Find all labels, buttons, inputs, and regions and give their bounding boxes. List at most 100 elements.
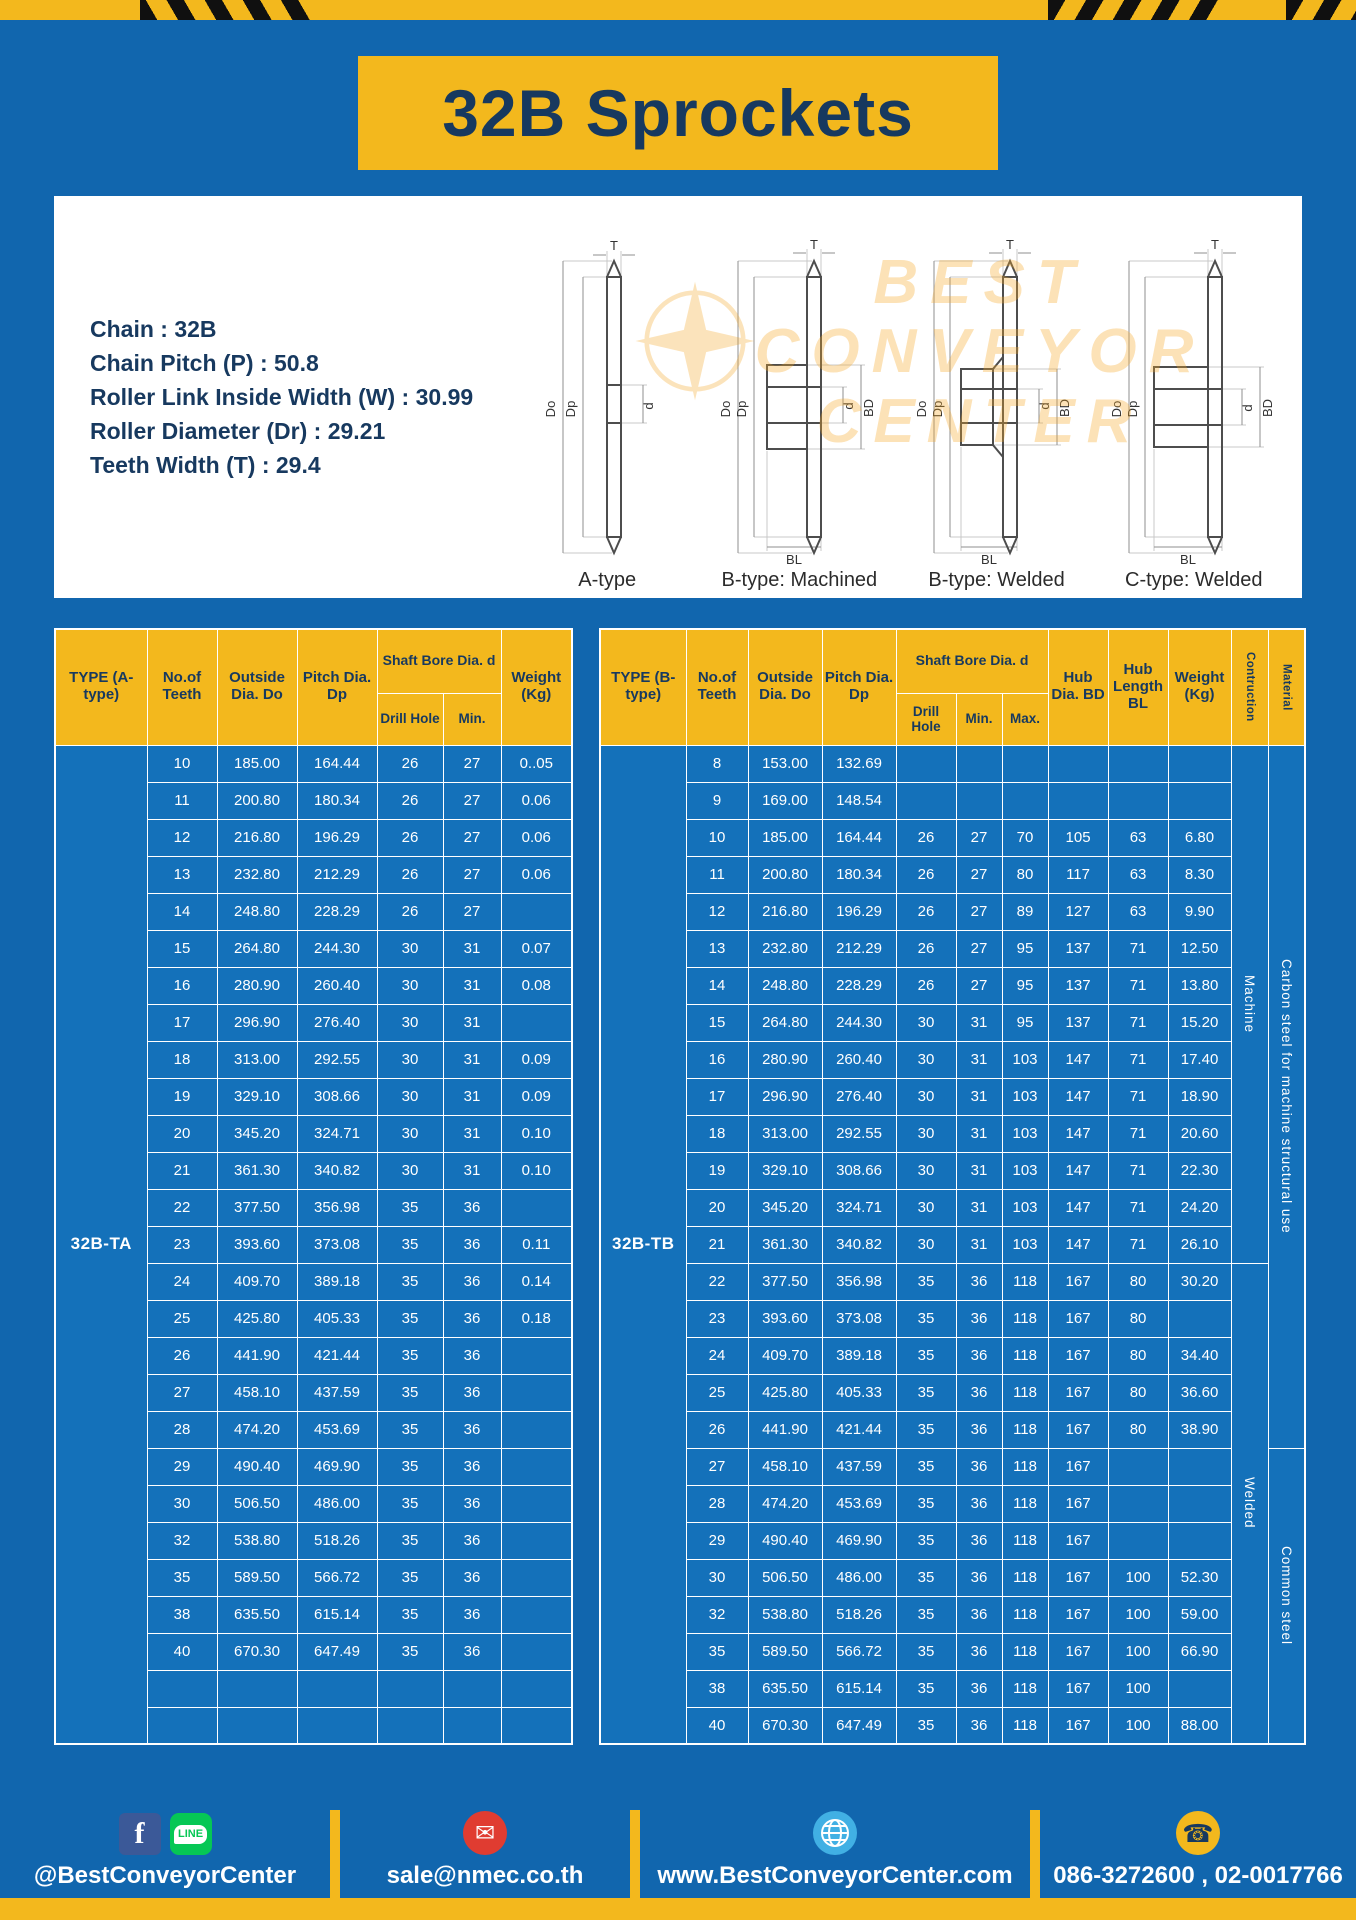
cell: 167 [1047, 1669, 1109, 1708]
b-type-welded-drawing: T Do Dp d BD BL [914, 237, 1072, 567]
cell: 13 [685, 929, 749, 968]
footer-social-section: f LINE @BestConveyorCenter [0, 1794, 330, 1898]
cell: 167 [1047, 1299, 1109, 1338]
cell: 31 [955, 1188, 1003, 1227]
phone-numbers[interactable]: 086-3272600 , 02-0017766 [1053, 1862, 1343, 1889]
spec-line-chain: Chain : 32B [90, 315, 217, 342]
cell: 185.00 [216, 744, 298, 783]
cell: 17 [146, 1003, 218, 1042]
col-header-material: Material [1267, 628, 1306, 746]
cell: 670.30 [747, 1706, 823, 1745]
cell [500, 1669, 573, 1708]
table-row: 12 216.80 196.29 26 27 0.06 [55, 818, 573, 857]
cell: 35 [685, 1632, 749, 1671]
cell: 196.29 [821, 892, 897, 931]
svg-text:Dp: Dp [1125, 401, 1140, 418]
cell: 216.80 [747, 892, 823, 931]
cell: 458.10 [216, 1373, 298, 1412]
cell: 36 [442, 1373, 502, 1412]
spec-line-teeth-width: Teeth Width (T) : 29.4 [90, 451, 321, 478]
col-header-pitch-dia: Pitch Dia. Dp [296, 628, 378, 746]
cell: 30 [376, 1040, 444, 1079]
dim-Do: Do [543, 401, 558, 418]
table-b-body: 32B-TB 8 153.00 132.69 Machine Carbon steel f… [599, 744, 1306, 1745]
cell: 35 [895, 1558, 957, 1597]
cell: 228.29 [296, 892, 378, 931]
cell: 30 [895, 1040, 957, 1079]
cell: 441.90 [216, 1336, 298, 1375]
cell: 11 [685, 855, 749, 894]
social-handle[interactable]: @BestConveyorCenter [33, 1862, 297, 1889]
cell: 31 [442, 966, 502, 1005]
cell: 26.10 [1167, 1225, 1232, 1264]
cell: 18 [146, 1040, 218, 1079]
cell: 389.18 [296, 1262, 378, 1301]
cell: 35 [376, 1484, 444, 1523]
cell: 80 [1107, 1262, 1169, 1301]
cell: 36 [442, 1188, 502, 1227]
email-icon[interactable]: ✉ [463, 1811, 507, 1855]
cell: 118 [1001, 1373, 1049, 1412]
c-type-welded-drawing: T Do Dp d BD BL [1109, 237, 1275, 567]
cell [955, 781, 1003, 820]
website-url[interactable]: www.BestConveyorCenter.com [657, 1862, 1013, 1889]
col-header-hub-length: Hub Length BL [1107, 628, 1169, 746]
cell: 80 [1107, 1410, 1169, 1449]
table-row: 28 474.20 453.69 35 36 [55, 1410, 573, 1449]
cell: 26 [895, 892, 957, 931]
cell: 71 [1107, 1114, 1169, 1153]
email-address[interactable]: sale@nmec.co.th [386, 1862, 584, 1889]
cell: 260.40 [821, 1040, 897, 1079]
cell: 216.80 [216, 818, 298, 857]
cell: 232.80 [747, 929, 823, 968]
cell [500, 1447, 573, 1486]
cell: 635.50 [747, 1669, 823, 1708]
phone-glyph: ☎ [1182, 1818, 1214, 1848]
table-row: 40 670.30 647.49 35 36 [55, 1632, 573, 1671]
cell: 35 [376, 1595, 444, 1634]
cell: 340.82 [296, 1151, 378, 1190]
cell: 31 [442, 929, 502, 968]
line-icon[interactable]: LINE [169, 1813, 212, 1855]
material-cell: Common steel [1267, 1447, 1306, 1745]
cell: 486.00 [296, 1484, 378, 1523]
cell: 63 [1107, 818, 1169, 857]
cell: 30 [146, 1484, 218, 1523]
cell: 453.69 [821, 1484, 897, 1523]
cell: 103 [1001, 1114, 1049, 1153]
phone-icon[interactable]: ☎ [1176, 1811, 1220, 1855]
cell [1001, 744, 1049, 783]
cell: 71 [1107, 1188, 1169, 1227]
chain-specs: Chain : 32B Chain Pitch (P) : 50.8 Rolle… [54, 196, 510, 598]
cell: 63 [1107, 892, 1169, 931]
spec-line-roller-dia: Roller Diameter (Dr) : 29.21 [90, 417, 386, 444]
hazard-top-bar [0, 0, 1356, 20]
col-header-weight: Weight (Kg) [1167, 628, 1232, 746]
table-row: 19 329.10 308.66 30 31 0.09 [55, 1077, 573, 1116]
hazard-stripes-right [1048, 0, 1223, 20]
table-row [55, 1669, 573, 1708]
cell: 28 [685, 1484, 749, 1523]
cell: 71 [1107, 929, 1169, 968]
globe-icon[interactable] [813, 1811, 857, 1855]
cell: 409.70 [747, 1336, 823, 1375]
cell [1047, 744, 1109, 783]
spec-panel: Chain : 32B Chain Pitch (P) : 50.8 Rolle… [54, 196, 1302, 598]
table-row: 32B-TA 10 185.00 164.44 26 27 0..05 [54, 744, 573, 1745]
cell: 35 [376, 1299, 444, 1338]
cell: 25 [146, 1299, 218, 1338]
cell: 589.50 [747, 1632, 823, 1671]
cell: 30 [895, 1151, 957, 1190]
cell [1167, 1484, 1232, 1523]
cell: 118 [1001, 1595, 1049, 1634]
cell: 19 [146, 1077, 218, 1116]
cell: 19 [685, 1151, 749, 1190]
cell: 147 [1047, 1114, 1109, 1153]
table-row: 11 200.80 180.34 26 27 80 117 63 8.30 [600, 855, 1305, 894]
bottom-bar [0, 1898, 1356, 1920]
cell: 647.49 [821, 1706, 897, 1745]
cell: 14 [146, 892, 218, 931]
facebook-icon[interactable]: f [118, 1813, 161, 1855]
cell [895, 744, 957, 783]
title-box: 32B Sprockets [358, 56, 998, 170]
